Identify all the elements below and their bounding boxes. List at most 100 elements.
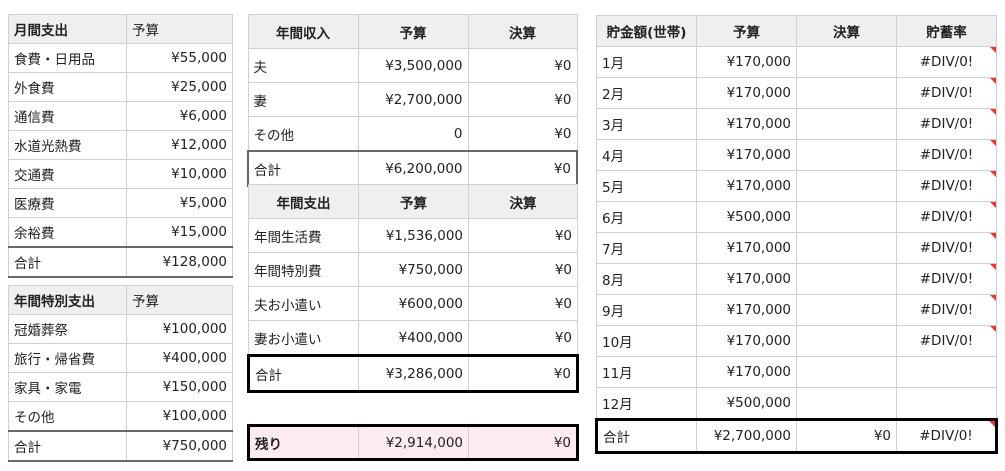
table-cell[interactable]: 10月 [596, 325, 697, 357]
table-cell[interactable]: 妻お小遣い [248, 320, 359, 356]
table-cell[interactable]: 3月 [596, 108, 697, 140]
table-cell[interactable]: ¥10,000 [126, 159, 233, 189]
table-cell[interactable]: 5月 [596, 170, 697, 202]
table-cell[interactable]: 残り [247, 424, 359, 461]
table-cell[interactable]: ¥400,000 [358, 320, 469, 356]
table-cell[interactable]: 家具・家電 [8, 372, 127, 402]
table-cell[interactable]: ¥170,000 [696, 170, 797, 202]
table-cell[interactable]: 冠婚葬祭 [8, 314, 127, 344]
table-cell[interactable]: ¥170,000 [696, 325, 797, 357]
table-cell[interactable]: ¥0 [468, 354, 579, 393]
column-header[interactable]: 予算 [696, 15, 797, 47]
table-cell[interactable] [896, 356, 997, 388]
error-comment-flag-icon[interactable] [990, 233, 996, 239]
table-cell[interactable]: ¥170,000 [696, 77, 797, 109]
table-cell[interactable] [796, 170, 897, 202]
table-cell[interactable]: ¥1,536,000 [358, 218, 469, 253]
table-cell[interactable]: 妻 [247, 82, 359, 117]
table-cell[interactable]: ¥750,000 [358, 252, 469, 287]
table-cell[interactable]: ¥500,000 [696, 387, 797, 420]
table-cell[interactable]: 8月 [596, 263, 697, 295]
table-cell[interactable]: 7月 [596, 232, 697, 264]
table-cell[interactable]: 水道光熱費 [8, 130, 127, 160]
table-cell[interactable]: 合計 [595, 418, 697, 454]
table-cell[interactable]: #DIV/0! [896, 325, 997, 357]
table-cell[interactable]: ¥170,000 [696, 108, 797, 140]
table-cell[interactable]: ¥128,000 [126, 246, 233, 278]
table-cell[interactable] [796, 139, 897, 171]
table-cell[interactable]: ¥3,286,000 [358, 354, 469, 393]
table-cell[interactable]: 1月 [596, 46, 697, 78]
error-comment-flag-icon[interactable] [990, 326, 996, 332]
table-cell[interactable]: 4月 [596, 139, 697, 171]
error-comment-flag-icon[interactable] [990, 295, 996, 301]
table-cell[interactable] [796, 201, 897, 233]
table-cell[interactable] [796, 325, 897, 357]
table-cell[interactable]: ¥12,000 [126, 130, 233, 160]
table-cell[interactable] [796, 294, 897, 326]
table-cell[interactable] [796, 232, 897, 264]
error-comment-flag-icon[interactable] [990, 140, 996, 146]
table-cell[interactable]: 年間生活費 [248, 218, 359, 253]
table-cell[interactable]: 0 [357, 116, 469, 152]
error-comment-flag-icon[interactable] [990, 109, 996, 115]
table-cell[interactable]: ¥25,000 [126, 72, 233, 102]
table-cell[interactable]: ¥0 [796, 418, 897, 454]
error-comment-flag-icon[interactable] [990, 264, 996, 270]
table-cell[interactable]: ¥170,000 [696, 139, 797, 171]
table-cell[interactable] [796, 387, 897, 420]
table-cell[interactable]: ¥0 [467, 150, 578, 187]
table-cell[interactable]: ¥100,000 [126, 314, 233, 344]
column-header[interactable]: 年間収入 [247, 14, 359, 49]
table-cell[interactable]: #DIV/0! [896, 232, 997, 264]
table-cell[interactable]: #DIV/0! [896, 139, 997, 171]
table-cell[interactable]: 合計 [247, 354, 359, 393]
table-cell[interactable]: ¥400,000 [126, 343, 233, 373]
column-header[interactable]: 予算 [358, 184, 469, 219]
table-cell[interactable]: その他 [247, 116, 359, 152]
table-cell[interactable]: ¥0 [467, 116, 578, 152]
table-cell[interactable]: ¥170,000 [696, 263, 797, 295]
column-header[interactable]: 年間支出 [248, 184, 359, 219]
table-cell[interactable]: ¥2,700,000 [357, 82, 469, 117]
table-cell[interactable] [796, 263, 897, 295]
table-cell[interactable]: ¥0 [468, 320, 578, 356]
column-header[interactable]: 決算 [468, 184, 578, 219]
table-cell[interactable]: ¥750,000 [126, 430, 233, 462]
table-cell[interactable] [896, 387, 997, 420]
table-cell[interactable]: ¥0 [467, 82, 578, 117]
table-cell[interactable]: ¥3,500,000 [357, 48, 469, 83]
table-cell[interactable]: 11月 [596, 356, 697, 388]
table-cell[interactable]: ¥170,000 [696, 232, 797, 264]
table-cell[interactable]: 交通費 [8, 159, 127, 189]
table-cell[interactable]: 2月 [596, 77, 697, 109]
table-cell[interactable]: ¥55,000 [126, 43, 233, 73]
table-cell[interactable]: 合計 [8, 430, 127, 462]
column-header[interactable]: 予算 [126, 14, 233, 44]
table-cell[interactable]: ¥170,000 [696, 294, 797, 326]
table-cell[interactable] [796, 77, 897, 109]
table-cell[interactable]: ¥500,000 [696, 201, 797, 233]
column-header[interactable]: 決算 [796, 15, 897, 47]
table-cell[interactable]: ¥0 [467, 48, 578, 83]
column-header[interactable]: 予算 [126, 285, 233, 315]
table-cell[interactable]: ¥2,700,000 [696, 418, 797, 454]
table-cell[interactable]: ¥150,000 [126, 372, 233, 402]
table-cell[interactable]: #DIV/0! [896, 201, 997, 233]
table-cell[interactable]: ¥0 [468, 424, 579, 461]
table-cell[interactable]: ¥600,000 [358, 286, 469, 321]
table-cell[interactable]: #DIV/0! [896, 46, 997, 78]
table-cell[interactable]: #DIV/0! [896, 294, 997, 326]
table-cell[interactable]: #DIV/0! [896, 418, 998, 454]
table-cell[interactable]: 余裕費 [8, 217, 127, 248]
error-comment-flag-icon[interactable] [990, 202, 996, 208]
table-cell[interactable]: #DIV/0! [896, 108, 997, 140]
table-cell[interactable]: 年間特別費 [248, 252, 359, 287]
table-cell[interactable]: #DIV/0! [896, 170, 997, 202]
table-cell[interactable]: 合計 [8, 246, 127, 278]
table-cell[interactable] [796, 108, 897, 140]
table-cell[interactable]: 旅行・帰省費 [8, 343, 127, 373]
table-cell[interactable]: 夫お小遣い [248, 286, 359, 321]
error-comment-flag-icon[interactable] [990, 171, 996, 177]
column-header[interactable]: 貯蓄率 [896, 15, 997, 47]
